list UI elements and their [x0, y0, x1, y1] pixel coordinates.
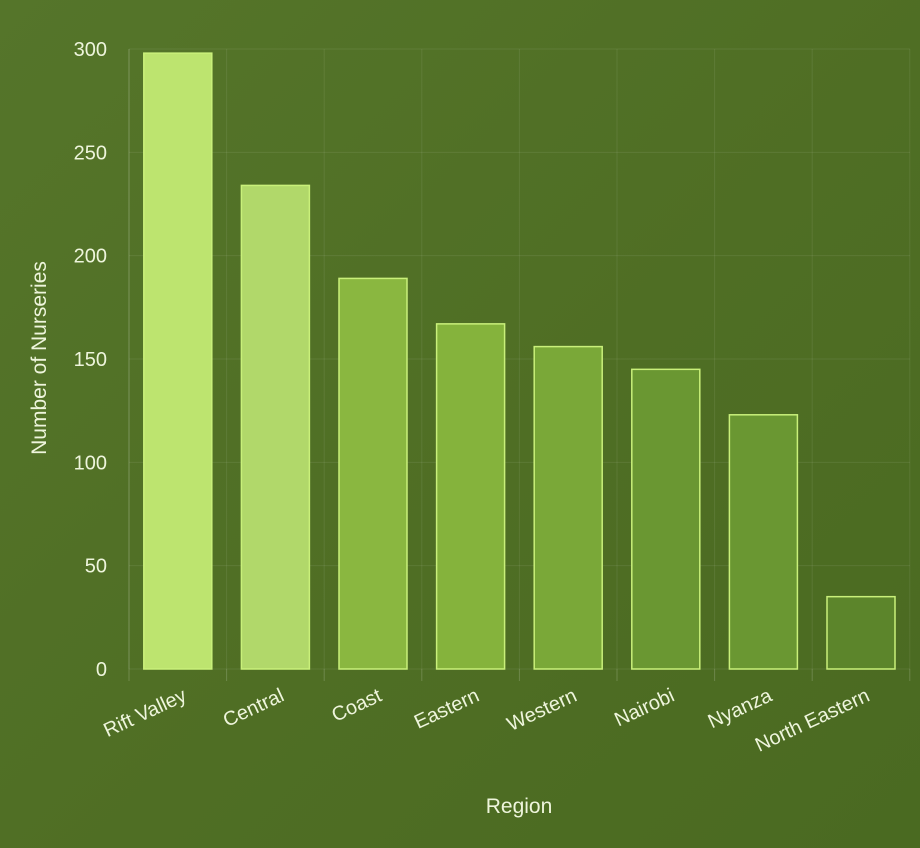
x-tick-label: Nyanza: [705, 684, 777, 733]
gridlines: [128, 48, 911, 681]
x-axis-ticks: Rift Valley Central Coast Eastern Western Nai…: [100, 684, 873, 756]
bar-nairobi[interactable]: [631, 368, 701, 670]
x-tick-label: Nairobi: [611, 685, 678, 732]
bar-coast[interactable]: [338, 277, 408, 670]
x-tick-label: Western: [504, 685, 580, 736]
y-tick-label: 200: [74, 246, 107, 268]
bar-north-eastern[interactable]: [826, 595, 896, 670]
y-tick-label: 300: [74, 39, 107, 61]
y-tick-label: 50: [85, 556, 107, 578]
y-tick-label: 250: [74, 142, 107, 164]
x-tick-label: Eastern: [411, 685, 483, 734]
bar-western[interactable]: [533, 345, 603, 670]
x-tick-label: Coast: [328, 684, 385, 726]
x-tick-label: Rift Valley: [100, 685, 190, 742]
x-tick-label: Central: [220, 685, 288, 732]
x-axis-title: Region: [486, 795, 553, 818]
y-tick-label: 150: [74, 349, 107, 371]
bar-nyanza[interactable]: [728, 414, 799, 670]
bars: [143, 52, 896, 670]
y-axis-ticks: 0 50 100 150 200 250 300: [74, 39, 107, 681]
y-tick-label: 0: [96, 659, 107, 681]
bar-central[interactable]: [240, 184, 311, 670]
bar-eastern[interactable]: [435, 323, 506, 670]
y-tick-label: 100: [74, 452, 107, 474]
y-axis-title: Number of Nurseries: [28, 261, 51, 455]
bar-rift-valley[interactable]: [143, 52, 213, 670]
